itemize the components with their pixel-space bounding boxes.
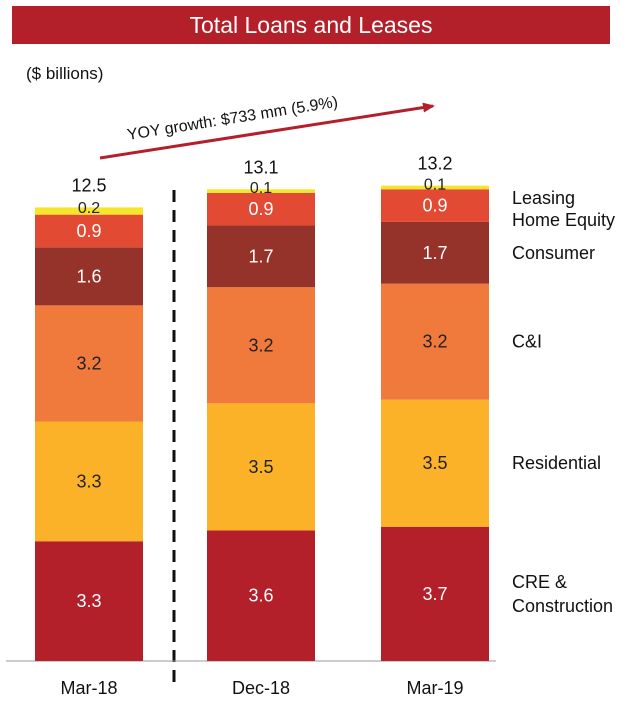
data-label-consumer-mar-19: 1.7: [422, 243, 447, 263]
legend-label-residential: Residential: [512, 453, 601, 473]
data-label-residential-dec-18: 3.5: [248, 457, 273, 477]
data-label-consumer-dec-18: 1.7: [248, 246, 273, 266]
data-label-home-equity-dec-18: 0.9: [248, 199, 273, 219]
bar-segment-consumer-dec-18: [207, 225, 315, 288]
bar-segment-consumer-mar-18: [35, 247, 143, 306]
legend-label-leasing: Leasing: [512, 188, 575, 208]
data-label-leasing-dec-18: 0.1: [250, 180, 272, 197]
data-label-leasing-mar-19: 0.1: [424, 176, 446, 193]
units-label: ($ billions): [26, 64, 104, 83]
total-label-mar-18: 12.5: [71, 175, 106, 195]
legend-label-home-equity: Home Equity: [512, 210, 615, 230]
bar-segment-leasing-mar-19: [381, 185, 489, 190]
growth-arrow: [99, 102, 435, 160]
total-label-dec-18: 13.1: [243, 157, 278, 177]
x-tick-label-mar-18: Mar-18: [60, 678, 117, 698]
data-label-leasing-mar-18: 0.2: [78, 200, 100, 217]
data-label-home-equity-mar-19: 0.9: [422, 196, 447, 216]
bar-segment-home-equity-mar-18: [35, 214, 143, 248]
bar-segment-cre-construction-mar-18: [35, 541, 143, 661]
bar-segment-leasing-mar-18: [35, 207, 143, 215]
data-label-residential-mar-18: 3.3: [76, 471, 101, 491]
bar-segment-cre-construction-dec-18: [207, 530, 315, 661]
bar-segment-c-i-mar-19: [381, 283, 489, 400]
legend-label-consumer: Consumer: [512, 243, 595, 263]
legend-label-c-i: C&I: [512, 332, 542, 352]
data-label-c-i-dec-18: 3.2: [248, 335, 273, 355]
bar-segment-leasing-dec-18: [207, 189, 315, 193]
bar-segment-residential-dec-18: [207, 403, 315, 531]
data-label-consumer-mar-18: 1.6: [76, 266, 101, 286]
bar-segment-home-equity-dec-18: [207, 192, 315, 226]
data-label-c-i-mar-19: 3.2: [422, 332, 447, 352]
chart-title-banner: Total Loans and Leases: [12, 6, 610, 44]
bar-segment-residential-mar-18: [35, 421, 143, 542]
chart-title: Total Loans and Leases: [189, 11, 433, 38]
data-label-cre-construction-dec-18: 3.6: [248, 586, 273, 606]
bar-segment-c-i-mar-18: [35, 305, 143, 422]
bar-segment-home-equity-mar-19: [381, 189, 489, 222]
total-label-mar-19: 13.2: [417, 154, 452, 174]
legend-label-cre-construction: CRE & Construction: [512, 572, 613, 616]
bar-segment-c-i-dec-18: [207, 287, 315, 404]
data-label-residential-mar-19: 3.5: [422, 453, 447, 473]
data-label-cre-construction-mar-18: 3.3: [76, 591, 101, 611]
bar-segment-cre-construction-mar-19: [381, 526, 489, 661]
bar-segment-residential-mar-19: [381, 399, 489, 527]
bar-segment-consumer-mar-19: [381, 221, 489, 284]
x-tick-label-dec-18: Dec-18: [232, 678, 290, 698]
data-label-home-equity-mar-18: 0.9: [76, 221, 101, 241]
data-label-c-i-mar-18: 3.2: [76, 353, 101, 373]
x-tick-label-mar-19: Mar-19: [406, 678, 463, 698]
data-label-cre-construction-mar-19: 3.7: [422, 584, 447, 604]
